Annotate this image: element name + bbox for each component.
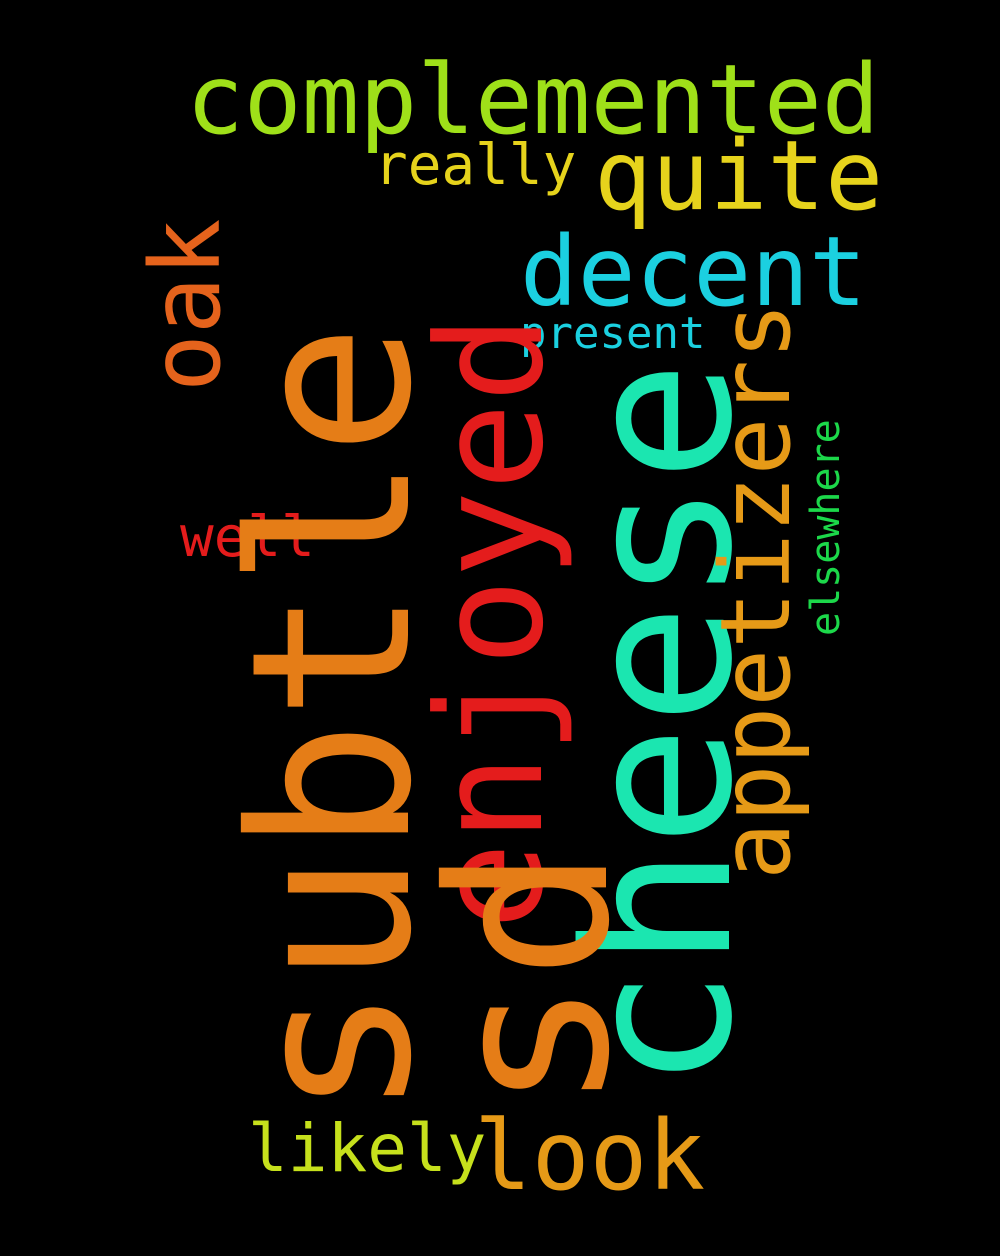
- word-look: look: [474, 1100, 706, 1212]
- word-really: really: [374, 133, 577, 198]
- word-sd: sd: [402, 847, 658, 1112]
- word-oak: oak: [130, 218, 242, 392]
- word-appetizers: appetizers: [700, 302, 812, 880]
- word-quite: quite: [594, 120, 883, 232]
- word-elsewhere: elsewhere: [803, 419, 849, 636]
- word-likely: likely: [248, 1110, 487, 1187]
- word-present: present: [520, 308, 706, 359]
- word-decent: decent: [520, 216, 867, 328]
- word-well: well: [180, 505, 315, 570]
- word-complemented: complemented: [186, 44, 880, 156]
